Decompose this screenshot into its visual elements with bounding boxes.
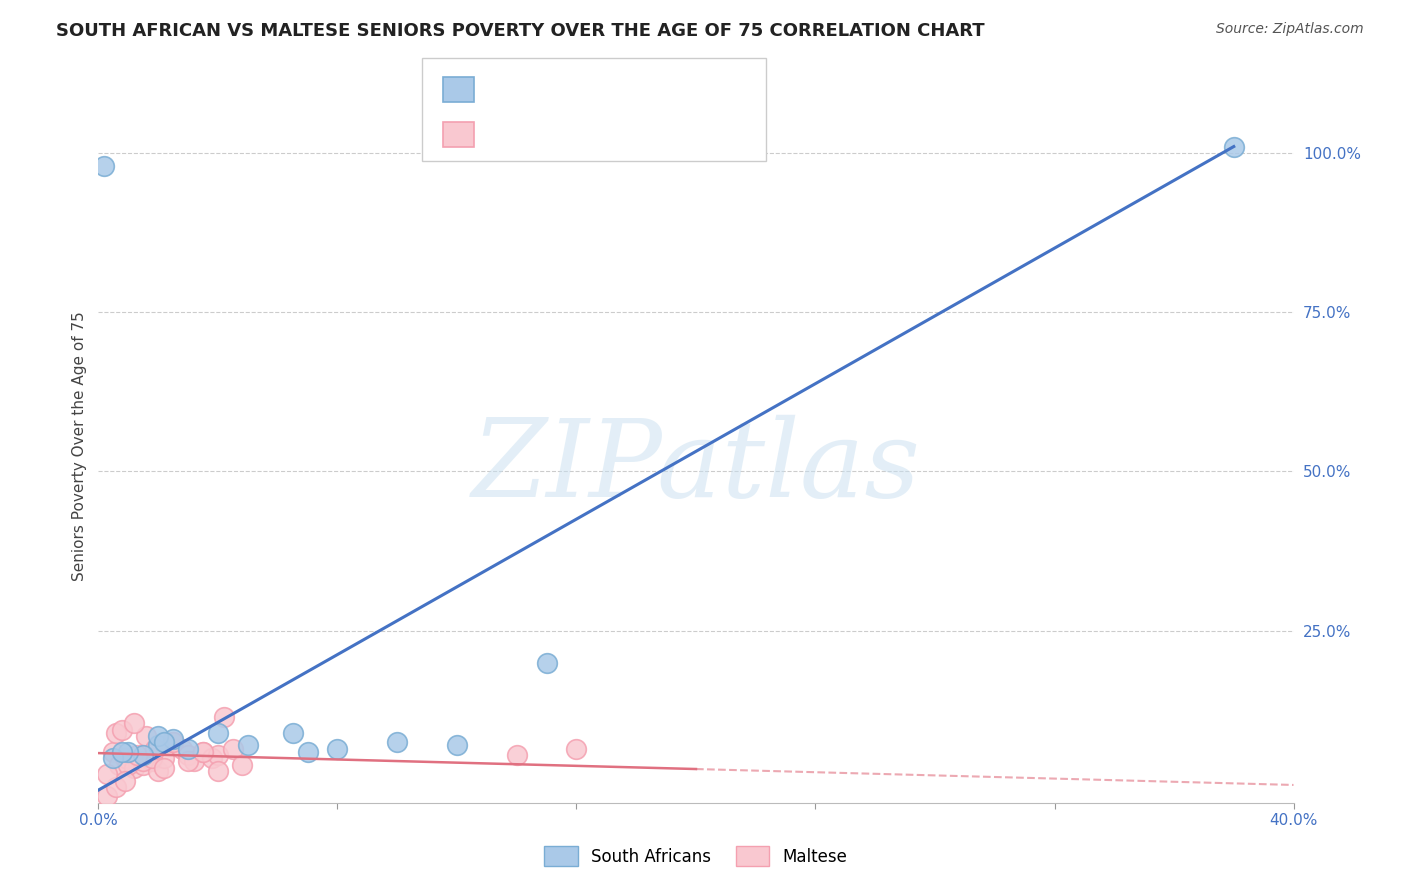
Text: N =: N =	[586, 80, 634, 98]
Point	[326, 741, 349, 756]
Point	[148, 729, 170, 743]
Point	[143, 741, 166, 756]
Point	[177, 747, 200, 762]
Point	[93, 159, 115, 173]
Point	[177, 741, 200, 756]
Point	[212, 710, 235, 724]
Legend: South Africans, Maltese: South Africans, Maltese	[537, 839, 855, 873]
Point	[231, 757, 253, 772]
Point	[222, 741, 245, 756]
Point	[236, 739, 259, 753]
Text: R =: R =	[488, 80, 524, 98]
Point	[132, 747, 155, 762]
Point	[103, 751, 125, 765]
Point	[117, 745, 139, 759]
Point	[103, 745, 125, 759]
Point	[141, 751, 163, 765]
Point	[172, 741, 194, 756]
Point	[162, 735, 184, 749]
Text: Source: ZipAtlas.com: Source: ZipAtlas.com	[1216, 22, 1364, 37]
Point	[153, 735, 176, 749]
Point	[207, 747, 229, 762]
Point	[135, 729, 157, 743]
Point	[111, 745, 134, 759]
Text: ZIPatlas: ZIPatlas	[471, 415, 921, 520]
Point	[191, 745, 214, 759]
Point	[105, 780, 128, 794]
Point	[117, 757, 139, 772]
Text: N =: N =	[586, 125, 634, 144]
Point	[162, 732, 184, 747]
Point	[153, 761, 176, 775]
Point	[96, 767, 118, 781]
Point	[536, 656, 558, 670]
Point	[153, 751, 176, 765]
Text: -0.055: -0.055	[530, 125, 589, 144]
Point	[183, 755, 205, 769]
Point	[132, 755, 155, 769]
Point	[132, 757, 155, 772]
Text: SOUTH AFRICAN VS MALTESE SENIORS POVERTY OVER THE AGE OF 75 CORRELATION CHART: SOUTH AFRICAN VS MALTESE SENIORS POVERTY…	[56, 22, 984, 40]
Point	[105, 725, 128, 739]
Point	[297, 745, 319, 759]
Text: 0.720: 0.720	[530, 80, 582, 98]
Y-axis label: Seniors Poverty Over the Age of 75: Seniors Poverty Over the Age of 75	[72, 311, 87, 581]
Point	[148, 739, 170, 753]
Text: 38: 38	[636, 125, 658, 144]
Point	[114, 751, 136, 765]
Point	[177, 755, 200, 769]
Text: 19: 19	[636, 80, 658, 98]
Point	[506, 747, 529, 762]
Point	[162, 735, 184, 749]
Point	[111, 723, 134, 737]
Point	[207, 764, 229, 778]
Point	[385, 735, 409, 749]
Point	[148, 764, 170, 778]
Point	[108, 757, 131, 772]
Point	[114, 773, 136, 788]
Point	[141, 755, 163, 769]
Point	[207, 725, 229, 739]
Point	[201, 751, 224, 765]
Point	[446, 739, 468, 753]
Point	[1223, 139, 1246, 153]
Point	[281, 725, 304, 739]
Point	[191, 745, 214, 759]
Point	[124, 761, 146, 775]
Point	[565, 741, 588, 756]
Point	[96, 789, 118, 804]
Text: R =: R =	[488, 125, 524, 144]
Point	[127, 747, 149, 762]
Point	[124, 716, 146, 731]
